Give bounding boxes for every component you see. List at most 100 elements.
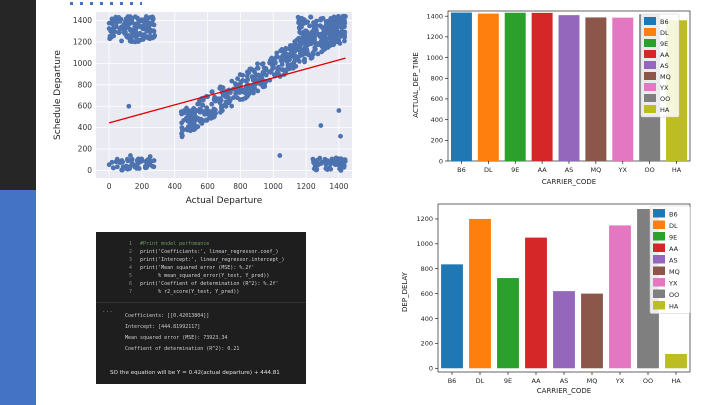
scatter-point	[336, 37, 341, 42]
scatter-point	[274, 51, 279, 56]
code-line-number: 1	[122, 240, 132, 248]
scatter-point	[319, 49, 324, 54]
code-line-text: print('Coeffient of determination (R^2):…	[140, 280, 278, 288]
scatter-point	[179, 120, 184, 125]
scatter-point	[292, 39, 297, 44]
scatter-point	[302, 17, 307, 22]
bar1-legend-label: 9E	[660, 40, 668, 48]
scatter-point	[294, 57, 299, 62]
output-line: Intercept: [444.81992117]	[125, 323, 200, 331]
bar1-legend-swatch	[644, 105, 656, 113]
scatter-point	[244, 79, 249, 84]
bar1-y-tick-label: 1000	[426, 54, 443, 62]
bar2-legend-label: AA	[669, 245, 679, 253]
bar1-legend-label: MQ	[660, 73, 671, 81]
bar2-y-tick-label: 200	[421, 340, 433, 348]
bar2-x-tick-label: B6	[448, 377, 457, 385]
bar2-legend-swatch	[653, 232, 665, 241]
scatter-point	[311, 50, 316, 55]
bar1-y-tick-label: 400	[431, 116, 443, 124]
scatter-point	[338, 134, 343, 139]
bar1-ylabel: ACTUAL_DEP_TIME	[412, 52, 420, 117]
bar2-bar-AA	[525, 238, 547, 369]
scatter-y-tick-label: 1000	[73, 59, 92, 68]
scatter-point	[136, 18, 141, 23]
scatter-point	[223, 94, 228, 99]
scatter-point	[314, 159, 319, 164]
bar2-bar-HA	[665, 354, 687, 368]
scatter-point	[309, 41, 314, 46]
bar2-legend-swatch	[653, 278, 665, 287]
bar1-x-tick-label: B6	[457, 166, 466, 174]
scatter-x-tick-label: 1200	[297, 182, 316, 191]
scatter-point	[139, 157, 144, 162]
code-line: 3 print('Intercept:', linear_regressor.in…	[96, 256, 306, 264]
bar1-legend-swatch	[644, 61, 656, 69]
bar1-legend-swatch	[644, 17, 656, 25]
bar1-legend-label: AS	[660, 62, 669, 70]
scatter-x-tick-label: 1000	[264, 182, 283, 191]
scatter-y-tick-label: 200	[78, 145, 93, 154]
scatter-point	[338, 157, 343, 162]
scatter-point	[314, 19, 319, 24]
scatter-point	[289, 51, 294, 56]
scatter-point	[303, 28, 308, 33]
bar1-legend-swatch	[644, 72, 656, 80]
scatter-point	[218, 84, 223, 89]
bar2-legend-swatch	[653, 244, 665, 253]
scatter-point	[285, 63, 290, 68]
bar1-legend-swatch	[644, 28, 656, 36]
bar1-legend-label: YX	[659, 84, 669, 92]
bar2-bar-DL	[469, 219, 491, 368]
bar1-x-tick-label: AS	[565, 166, 574, 174]
bar1-x-tick-label: YX	[618, 166, 628, 174]
scatter-y-tick-label: 800	[78, 80, 93, 89]
scatter-point	[334, 30, 339, 35]
bar1-bar-AA	[532, 13, 553, 161]
scatter-point	[115, 158, 120, 163]
scatter-point	[111, 19, 116, 24]
scatter-point	[318, 24, 323, 29]
scatter-chart: 0 200 400 600 800 1000 1200 1400020040060080010…	[40, 0, 360, 210]
bar2-legend-swatch	[653, 267, 665, 276]
bar1-bar-AS	[559, 15, 580, 161]
bar2-x-tick-label: AA	[531, 377, 541, 385]
scatter-point	[342, 39, 347, 44]
scatter-point	[111, 165, 116, 170]
bar2-x-tick-label: 9E	[504, 377, 512, 385]
scatter-point	[296, 20, 301, 25]
scatter-point	[137, 166, 142, 171]
scatter-point	[342, 32, 347, 37]
code-line-number: 4	[122, 264, 132, 272]
code-line: 1 #Print model perfomance	[96, 240, 306, 248]
bar1-legend-swatch	[644, 94, 656, 102]
scatter-y-tick-label: 400	[78, 123, 93, 132]
bar1-legend-label: AA	[660, 51, 670, 59]
scatter-point	[197, 110, 202, 115]
scatter-point	[284, 52, 289, 57]
scatter-point	[252, 75, 257, 80]
scatter-point	[312, 26, 317, 31]
scatter-point	[306, 34, 311, 39]
bar2-ylabel: DEP_DELAY	[401, 271, 409, 312]
bar2-x-tick-label: MQ	[587, 377, 598, 385]
scatter-point	[134, 32, 139, 37]
scatter-point	[257, 73, 262, 78]
code-line-number: 7	[122, 288, 132, 296]
scatter-point	[119, 39, 124, 44]
bar2-legend-swatch	[653, 209, 665, 218]
output-ellipsis[interactable]: ...	[102, 307, 113, 314]
scatter-point	[224, 99, 229, 104]
bar1-y-tick-label: 600	[431, 95, 443, 103]
scatter-point	[255, 66, 260, 71]
scatter-x-tick-label: 800	[233, 182, 248, 191]
bar1-bar-DL	[478, 14, 499, 161]
bar2-y-tick-label: 600	[421, 290, 433, 298]
scatter-point	[342, 163, 347, 168]
scatter-point	[290, 62, 295, 67]
scatter-point	[340, 25, 345, 30]
bar2-legend-label: OO	[669, 291, 679, 299]
scatter-point	[115, 164, 120, 169]
scatter-point	[122, 30, 127, 35]
bar2-x-tick-label: AS	[560, 377, 569, 385]
